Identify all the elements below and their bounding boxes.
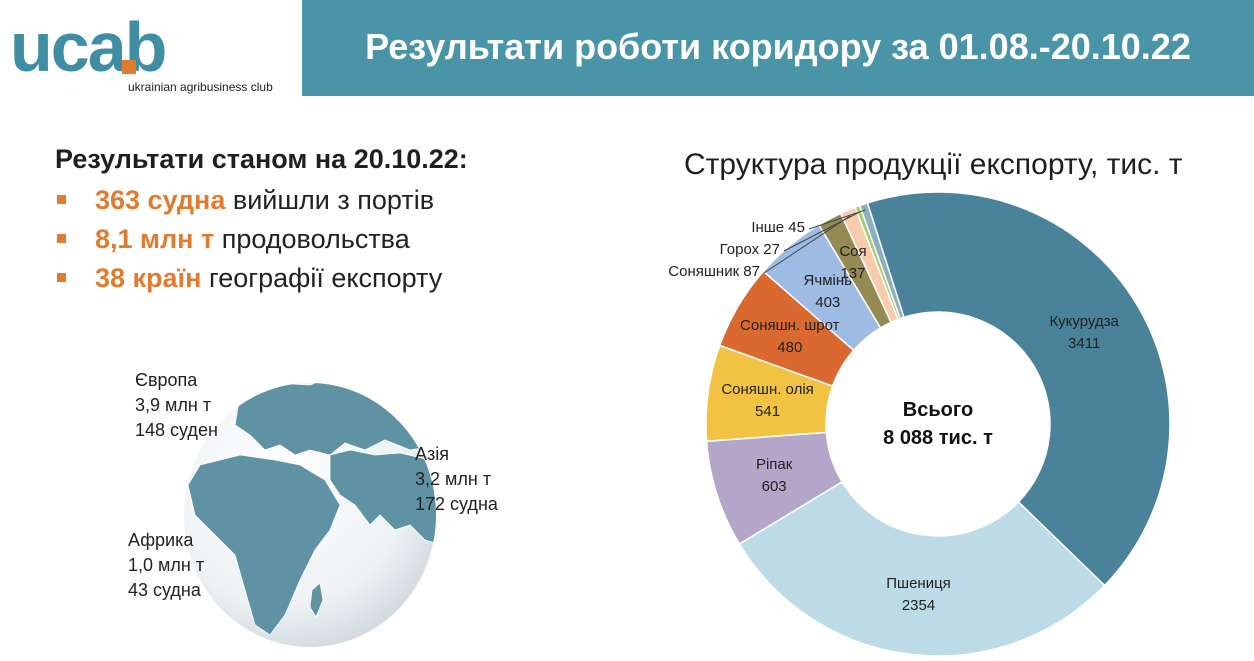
callout-line-9 xyxy=(808,209,866,230)
bullet-icon xyxy=(57,273,66,282)
slice-value-1: 2354 xyxy=(901,596,936,614)
donut-center-total: Всього 8 088 тис. т xyxy=(883,399,993,449)
slice-value-4: 480 xyxy=(777,338,803,356)
slice-value-3: 541 xyxy=(755,402,781,420)
slice-name-3: Соняшн. олія xyxy=(721,380,814,398)
callout-line-8 xyxy=(783,211,860,252)
slice-name-5: Ячмінь xyxy=(803,271,852,289)
ucab-logo: ucab ukrainian agribusiness club xyxy=(10,12,295,98)
results-block: Результати станом на 20.10.22: 363 судна… xyxy=(55,144,468,298)
region-europe: Європа 3,9 млн т 148 суден xyxy=(135,370,218,440)
slice-value-5: 403 xyxy=(815,293,841,311)
slice-label-1: Пшениця 2354 xyxy=(886,573,951,617)
asia-landmass xyxy=(329,449,436,546)
list-item: 363 судна вийшли з портів xyxy=(55,181,468,220)
logo-accent-square xyxy=(122,60,136,74)
result-highlight: 38 країн xyxy=(95,263,202,293)
donut-slice-9 xyxy=(858,202,905,320)
result-text: географії експорту xyxy=(201,263,443,293)
madagascar-landmass xyxy=(309,582,324,618)
bullet-icon xyxy=(57,234,66,243)
list-item: 8,1 млн т продовольства xyxy=(55,220,468,259)
results-title: Результати станом на 20.10.22: xyxy=(55,144,468,174)
slice-name-6: Соя xyxy=(839,243,867,261)
logo-wordmark: ucab xyxy=(10,8,167,86)
logo-subtitle: ukrainian agribusiness club xyxy=(128,80,273,94)
result-highlight: 363 судна xyxy=(95,185,226,215)
slice-callout-9: Інше 45 xyxy=(751,219,805,236)
slice-label-0: Кукурудза 3411 xyxy=(1049,311,1118,355)
slice-label-2: Ріпак 603 xyxy=(756,454,792,498)
header-bar: Результати роботи коридору за 01.08.-20.… xyxy=(302,0,1254,96)
bullet-icon xyxy=(57,195,66,204)
africa-landmass xyxy=(187,454,341,636)
slice-value-0: 3411 xyxy=(1068,335,1101,353)
slice-value-6: 137 xyxy=(840,265,866,283)
slice-label-6: Соя 137 xyxy=(839,241,866,285)
callout-line-7 xyxy=(763,215,851,274)
slice-value-2: 603 xyxy=(761,478,787,496)
result-text: вийшли з портів xyxy=(225,185,435,215)
region-asia: Азія 3,2 млн т 172 судна xyxy=(415,444,498,514)
slice-label-4: Соняшн. шрот 480 xyxy=(740,315,840,359)
slice-callout-7: Соняшник 87 xyxy=(668,263,760,280)
slice-callout-8: Горох 27 xyxy=(719,241,780,258)
donut-slice-0 xyxy=(866,191,1171,587)
slice-label-5: Ячмінь 403 xyxy=(804,270,852,314)
result-highlight: 8,1 млн т xyxy=(95,224,215,254)
donut-slice-1 xyxy=(738,480,1106,657)
slice-name-0: Кукурудза xyxy=(1049,313,1119,331)
globe-icon xyxy=(184,383,436,647)
slice-name-4: Соняшн. шрот xyxy=(740,316,840,334)
page-title: Результати роботи коридору за 01.08.-20.… xyxy=(365,26,1191,67)
result-text: продовольства xyxy=(214,224,410,254)
list-item: 38 країн географії експорту xyxy=(55,259,468,298)
region-africa: Африка 1,0 млн т 43 судна xyxy=(128,530,205,600)
slice-name-2: Ріпак xyxy=(755,456,793,474)
chart-title: Структура продукції експорту, тис. т xyxy=(684,148,1183,181)
slice-name-1: Пшениця xyxy=(886,574,951,592)
results-list: 363 судна вийшли з портів 8,1 млн т прод… xyxy=(55,181,468,298)
slice-label-3: Соняшн. олія 541 xyxy=(721,379,813,423)
